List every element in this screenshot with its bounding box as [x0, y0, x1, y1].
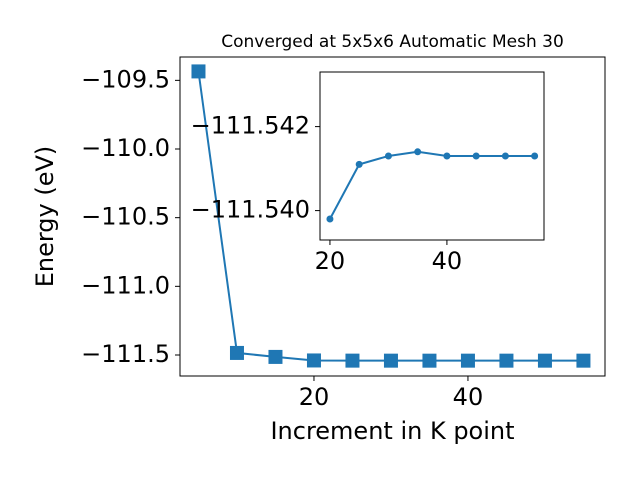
marker: [355, 160, 363, 168]
y-tick-label: −111.5: [81, 340, 170, 368]
marker: [576, 353, 591, 368]
chart-title: Converged at 5x5x6 Automatic Mesh 30: [221, 32, 564, 52]
marker: [268, 349, 283, 364]
y-axis-label: Energy (eV): [31, 146, 59, 288]
marker: [383, 353, 398, 368]
y-tick-label: −111.542: [191, 112, 310, 140]
y-tick-label: −111.540: [191, 196, 310, 224]
marker: [306, 353, 321, 368]
marker: [460, 353, 475, 368]
x-tick-label: 20: [315, 247, 346, 275]
marker: [384, 152, 392, 160]
x-tick-label: 40: [453, 383, 484, 411]
marker: [537, 353, 552, 368]
axes-frame: [179, 56, 606, 377]
marker: [326, 215, 334, 223]
marker: [531, 152, 539, 160]
marker: [472, 152, 480, 160]
axes-frame: [319, 71, 545, 241]
y-tick-label: −109.5: [81, 65, 170, 93]
y-tick-label: −110.5: [81, 203, 170, 231]
marker: [414, 148, 422, 156]
marker: [191, 64, 206, 79]
marker: [443, 152, 451, 160]
marker: [501, 152, 509, 160]
x-axis-label: Increment in K point: [270, 417, 514, 445]
series-line: [329, 150, 535, 220]
marker: [499, 353, 514, 368]
x-tick-label: 40: [432, 247, 463, 275]
y-tick-label: −110.0: [81, 134, 170, 162]
marker: [345, 353, 360, 368]
x-tick-label: 20: [299, 383, 330, 411]
marker: [422, 353, 437, 368]
y-tick-label: −111.0: [81, 271, 170, 299]
marker: [229, 345, 244, 360]
